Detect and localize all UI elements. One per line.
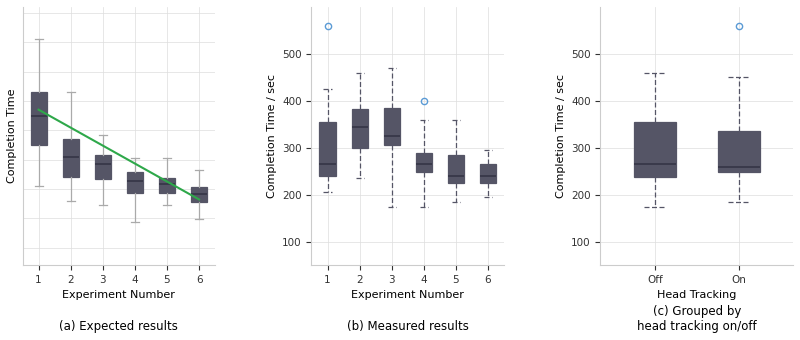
Text: (a) Expected results: (a) Expected results xyxy=(59,320,178,333)
PathPatch shape xyxy=(62,139,78,177)
PathPatch shape xyxy=(384,108,400,146)
PathPatch shape xyxy=(191,187,207,202)
PathPatch shape xyxy=(127,172,143,193)
PathPatch shape xyxy=(718,131,759,172)
PathPatch shape xyxy=(416,153,432,172)
PathPatch shape xyxy=(30,92,46,145)
X-axis label: Experiment Number: Experiment Number xyxy=(62,290,175,301)
Text: (c) Grouped by
head tracking on/off: (c) Grouped by head tracking on/off xyxy=(637,305,757,333)
PathPatch shape xyxy=(480,164,496,183)
Text: (b) Measured results: (b) Measured results xyxy=(347,320,469,333)
Y-axis label: Completion Time / sec: Completion Time / sec xyxy=(266,74,277,198)
Y-axis label: Completion Time / sec: Completion Time / sec xyxy=(555,74,566,198)
PathPatch shape xyxy=(159,178,175,193)
PathPatch shape xyxy=(94,155,110,179)
PathPatch shape xyxy=(351,109,368,148)
Y-axis label: Completion Time: Completion Time xyxy=(7,89,17,183)
PathPatch shape xyxy=(319,122,335,176)
PathPatch shape xyxy=(634,122,676,177)
X-axis label: Experiment Number: Experiment Number xyxy=(351,290,464,301)
PathPatch shape xyxy=(448,155,464,183)
X-axis label: Head Tracking: Head Tracking xyxy=(657,290,737,301)
